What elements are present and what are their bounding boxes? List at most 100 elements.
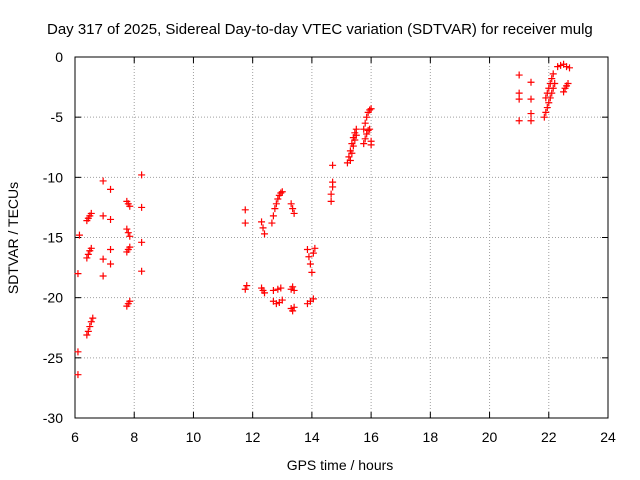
y-tick-label: 0	[55, 49, 63, 65]
data-point	[84, 327, 92, 335]
data-point	[515, 117, 523, 125]
data-point	[261, 289, 269, 297]
data-point	[367, 105, 375, 113]
data-point	[107, 185, 115, 193]
data-point	[348, 149, 356, 157]
data-point	[311, 244, 319, 252]
data-point	[269, 212, 277, 220]
data-point	[540, 113, 548, 121]
data-point	[87, 209, 95, 217]
data-point	[89, 314, 97, 322]
data-point	[363, 113, 371, 121]
y-tick-label: -15	[43, 230, 63, 246]
y-tick-label: -25	[43, 350, 63, 366]
data-points	[74, 60, 574, 379]
data-point	[99, 255, 107, 263]
data-point	[99, 272, 107, 280]
data-point	[303, 246, 311, 254]
data-point	[309, 249, 317, 257]
data-point	[549, 70, 557, 78]
y-tick-label: -20	[43, 290, 63, 306]
data-point	[258, 218, 266, 226]
data-point	[515, 95, 523, 103]
data-point	[83, 331, 91, 339]
data-point	[327, 197, 335, 205]
data-point	[274, 285, 282, 293]
data-point	[327, 190, 335, 198]
data-point	[138, 171, 146, 179]
data-point	[272, 200, 280, 208]
y-tick-label: -5	[51, 109, 64, 125]
data-point	[527, 117, 535, 125]
data-point	[126, 297, 134, 305]
data-point	[306, 260, 314, 268]
data-point	[515, 89, 523, 97]
data-point	[329, 178, 337, 186]
data-point	[527, 95, 535, 103]
x-tick-label: 22	[541, 429, 557, 445]
data-point	[243, 282, 251, 290]
data-point	[87, 318, 95, 326]
y-tick-label: -30	[43, 410, 63, 426]
data-point	[290, 286, 298, 294]
data-point	[349, 142, 357, 150]
data-point	[309, 295, 317, 303]
data-point	[545, 84, 553, 92]
x-axis-label: GPS time / hours	[287, 457, 394, 473]
data-point	[123, 225, 131, 233]
data-point	[271, 205, 279, 213]
data-point	[361, 119, 369, 127]
data-point	[138, 238, 146, 246]
data-point	[352, 125, 360, 133]
x-tick-label: 14	[304, 429, 320, 445]
data-point	[352, 131, 360, 139]
data-point	[277, 189, 285, 197]
data-point	[278, 188, 286, 196]
data-point	[124, 229, 132, 237]
data-point	[259, 224, 267, 232]
data-point	[527, 78, 535, 86]
data-point	[241, 206, 249, 214]
data-point	[557, 61, 565, 69]
data-point	[269, 286, 277, 294]
data-point	[74, 371, 82, 379]
x-tick-label: 20	[482, 429, 498, 445]
chart-title: Day 317 of 2025, Sidereal Day-to-day VTE…	[47, 21, 593, 38]
data-point	[290, 303, 298, 311]
data-point	[543, 104, 551, 112]
data-point	[363, 130, 371, 138]
data-point	[107, 260, 115, 268]
x-tick-label: 18	[423, 429, 439, 445]
data-point	[289, 283, 297, 291]
y-axis-label: SDTVAR / TECUs	[5, 182, 21, 294]
x-tick-label: 16	[363, 429, 379, 445]
data-point	[107, 246, 115, 254]
data-point	[99, 212, 107, 220]
data-point	[241, 219, 249, 227]
data-point	[345, 153, 353, 161]
data-point	[366, 106, 374, 114]
x-tick-label: 12	[245, 429, 261, 445]
data-point	[86, 323, 94, 331]
x-tick-label: 24	[600, 429, 616, 445]
data-point	[74, 270, 82, 278]
data-point	[563, 63, 571, 71]
data-point	[241, 285, 249, 293]
data-point	[278, 296, 286, 304]
data-point	[548, 75, 556, 83]
data-point	[84, 250, 92, 258]
data-point	[287, 200, 295, 208]
data-point	[83, 254, 91, 262]
data-point	[367, 141, 375, 149]
data-point	[542, 108, 550, 116]
x-tick-labels: 6 8 10 12 14 16 18 20 22 24	[71, 429, 616, 445]
data-point	[74, 348, 82, 356]
data-point	[138, 267, 146, 275]
data-point	[138, 203, 146, 211]
data-point	[346, 156, 354, 164]
data-point	[87, 244, 95, 252]
data-point	[546, 79, 554, 87]
data-point	[560, 88, 568, 96]
data-point	[289, 307, 297, 315]
